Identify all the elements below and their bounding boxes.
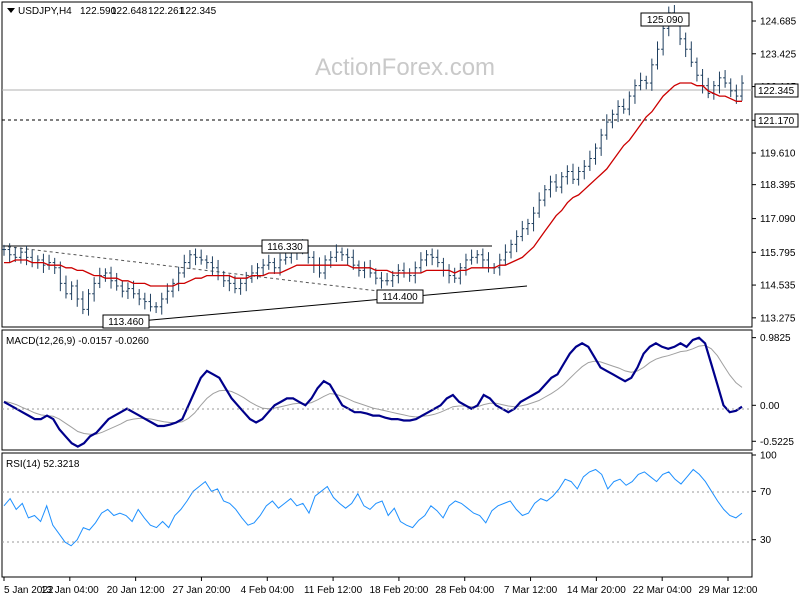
label-swing-low: 113.460 <box>102 314 150 329</box>
svg-text:125.090: 125.090 <box>647 15 684 26</box>
price-y-tick-label: 119.610 <box>760 149 796 160</box>
label-resistance: 116.330 <box>261 239 309 254</box>
x-tick-label: 4 Feb 04:00 <box>241 585 295 596</box>
price-header: USDJPY,H4 122.590 122.648 122.261 122.34… <box>7 6 217 17</box>
rsi-line <box>3 468 743 547</box>
rsi-y-axis: 100 70 30 <box>752 451 777 546</box>
symbol-title: USDJPY,H4 <box>18 6 72 17</box>
svg-text:113.460: 113.460 <box>108 317 144 328</box>
svg-text:116.330: 116.330 <box>267 242 303 253</box>
support-price-tag: 121.170 <box>754 113 799 128</box>
x-tick-label: 27 Jan 20:00 <box>173 585 231 596</box>
price-y-tick-label: 113.275 <box>760 313 796 324</box>
rsi-panel <box>1 452 753 578</box>
rsi-y-tick-label: 100 <box>760 451 777 462</box>
macd-y-tick-label: 0.00 <box>760 401 780 412</box>
x-tick-label: 11 Feb 12:00 <box>304 585 363 596</box>
rsi-y-tick-label: 70 <box>760 487 772 498</box>
x-tick-label: 20 Jan 12:00 <box>107 585 165 596</box>
x-tick-label: 22 Mar 04:00 <box>633 585 692 596</box>
ohlc-low: 122.261 <box>148 6 185 17</box>
ohlc-close: 122.345 <box>180 6 217 17</box>
x-tick-label: 13 Jan 04:00 <box>41 585 99 596</box>
price-panel <box>1 1 753 328</box>
price-y-tick-label: 115.795 <box>760 248 796 259</box>
price-y-tick-label: 114.535 <box>760 281 796 292</box>
x-tick-label: 7 Mar 12:00 <box>504 585 558 596</box>
macd-panel <box>1 329 753 451</box>
collapse-triangle-icon[interactable] <box>7 8 15 13</box>
svg-text:122.345: 122.345 <box>758 86 795 97</box>
macd-y-tick-label: -0.5225 <box>760 437 794 448</box>
svg-text:114.400: 114.400 <box>382 292 418 303</box>
rsi-title: RSI(14) 52.3218 <box>6 459 80 470</box>
rising-trend-line <box>139 285 528 322</box>
ohlc-high: 122.648 <box>111 6 148 17</box>
falling-trend-line <box>1 245 421 297</box>
price-y-tick-label: 117.090 <box>760 214 796 225</box>
x-tick-label: 14 Mar 20:00 <box>567 585 626 596</box>
svg-text:121.170: 121.170 <box>758 116 795 127</box>
watermark: ActionForex.com <box>315 54 495 81</box>
price-bars <box>2 5 744 316</box>
x-tick-label: 29 Mar 12:00 <box>699 585 758 596</box>
x-tick-label: 5 Jan 2022 <box>4 585 54 596</box>
x-tick-label: 28 Feb 04:00 <box>435 585 494 596</box>
label-mid-low: 114.400 <box>376 289 424 304</box>
moving-average-line <box>4 82 742 287</box>
price-overlays <box>1 89 752 322</box>
macd-signal-line <box>3 344 743 435</box>
rsi-y-tick-label: 30 <box>760 535 772 546</box>
label-swing-high: 125.090 <box>640 12 690 27</box>
rsi-layer <box>3 468 743 547</box>
macd-y-axis: 0.9825 0.00 -0.5225 <box>752 333 794 448</box>
x-tick-label: 18 Feb 20:00 <box>369 585 428 596</box>
ohlc-open: 122.590 <box>80 6 117 17</box>
price-y-tick-label: 118.395 <box>760 180 796 191</box>
price-y-tick-label: 124.685 <box>760 17 797 28</box>
macd-y-tick-label: 0.9825 <box>760 333 791 344</box>
price-y-tick-label: 123.425 <box>760 49 797 60</box>
macd-title: MACD(12,26,9) -0.0157 -0.0260 <box>6 336 149 347</box>
current-price-tag: 122.345 <box>754 83 799 98</box>
